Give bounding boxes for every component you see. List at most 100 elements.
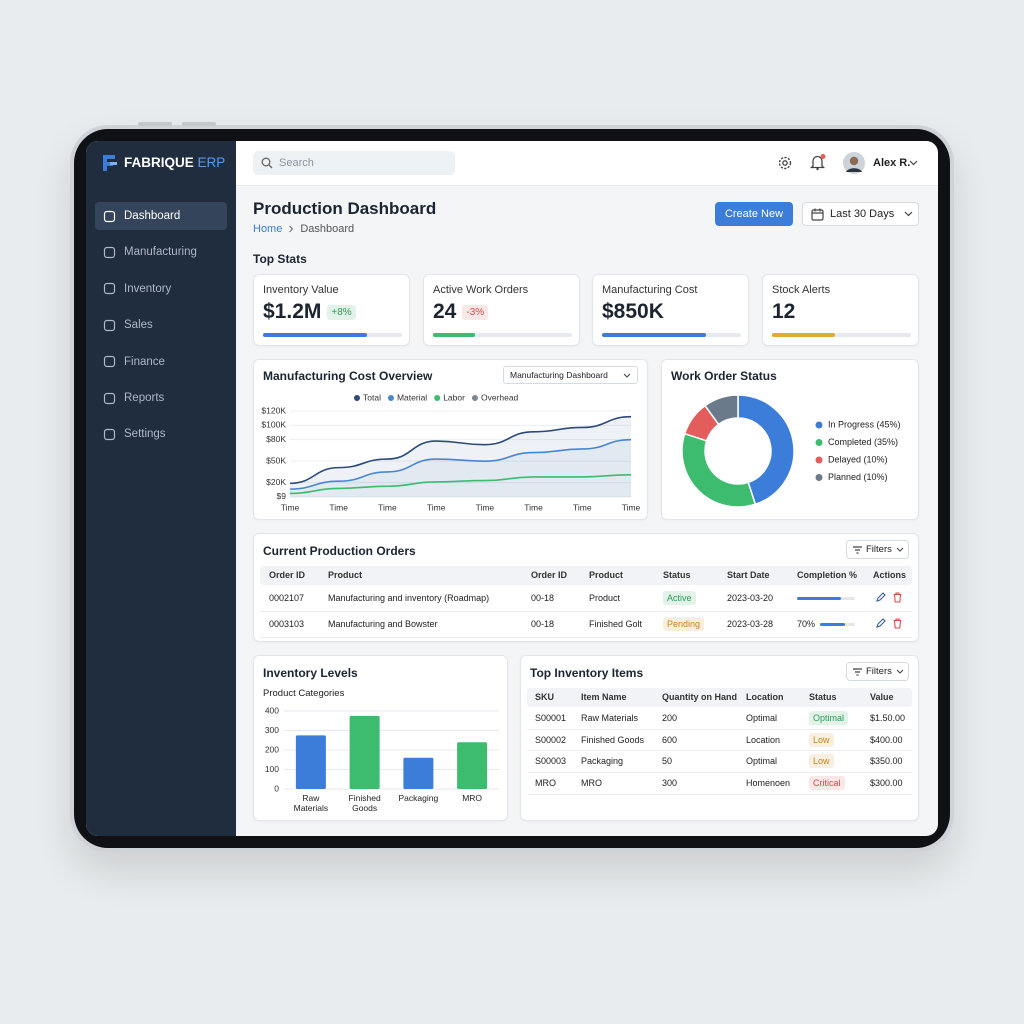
nav-item[interactable]: Settings: [95, 420, 227, 448]
legend-label: Delayed (10%): [828, 454, 888, 464]
legend-swatch: [815, 456, 823, 464]
status-badge: Critical: [809, 776, 845, 791]
chart-dropdown[interactable]: Manufacturing Dashboard: [503, 366, 638, 384]
nav-item[interactable]: Manufacturing: [95, 238, 227, 266]
nav-icon-shape: [103, 283, 116, 295]
search-icon: [261, 157, 273, 169]
brand-name: FABRIQUE: [124, 155, 194, 170]
device-button: [182, 122, 216, 126]
legend-label: Planned (10%): [828, 472, 888, 482]
nav-icon: [103, 210, 116, 222]
y-tick-label: $50K: [266, 455, 286, 465]
edit-action[interactable]: [875, 618, 886, 629]
table-cell: $400.00: [870, 734, 903, 745]
completion-label: 70%: [797, 619, 816, 629]
y-tick-label: $100K: [261, 420, 286, 430]
user-name[interactable]: Alex R.: [873, 157, 911, 169]
progress-fill: [433, 333, 475, 337]
chart-title: Inventory Levels: [263, 666, 358, 680]
nav-icon: [103, 246, 116, 258]
progress-fill: [263, 333, 368, 337]
nav-label: Inventory: [124, 282, 172, 295]
nav-icon: [103, 428, 116, 440]
nav-icon-shape: [103, 355, 116, 368]
nav-icon-shape: [103, 319, 116, 331]
row-divider: [527, 771, 912, 773]
bar: [295, 735, 326, 789]
legend-label: Material: [397, 392, 427, 402]
table-cell: $300.00: [870, 778, 903, 789]
column-header: Quantity on Hand: [662, 692, 737, 702]
date-range: Last 30 Days: [830, 208, 895, 220]
progress-track: [263, 333, 402, 337]
table-cell: 600: [662, 734, 678, 745]
inventory-items-panel: Top Inventory Items Filters SKU Item Name…: [520, 655, 919, 821]
stat-value: $850K: [602, 300, 664, 323]
y-tick-label: $9: [277, 491, 287, 501]
chart-title: Work Order Status: [671, 369, 777, 383]
brand: FABRIQUE ERP: [124, 155, 225, 170]
nav-item[interactable]: Reports: [95, 384, 227, 412]
nav-label: Finance: [124, 355, 165, 368]
column-header: Order ID: [531, 570, 568, 580]
legend-swatch: [815, 474, 823, 481]
chevron: [896, 669, 904, 674]
settings-icon[interactable]: [777, 155, 793, 171]
y-tick-label: 300: [265, 725, 279, 735]
table-cell: 50: [662, 756, 673, 767]
column-header: Start Date: [727, 570, 770, 580]
table-cell: S00003: [535, 756, 567, 767]
table-cell: 200: [662, 713, 678, 723]
nav-item[interactable]: Finance: [95, 348, 227, 376]
x-tick-label: Time: [427, 502, 446, 512]
table-cell: Finished Golt: [589, 619, 643, 629]
table-title: Current Production Orders: [263, 544, 416, 558]
progress-track: [772, 333, 911, 337]
breadcrumb: Home Dashboard: [253, 223, 354, 235]
line-chart-panel: Manufacturing Cost Overview Manufacturin…: [253, 359, 648, 520]
legend-swatch: [471, 395, 478, 401]
table-cell: MRO: [535, 778, 556, 789]
filter-button[interactable]: Filters: [846, 662, 909, 681]
column-header: Product: [328, 570, 363, 580]
status-badge: Active: [663, 591, 696, 605]
nav-icon: [103, 355, 116, 368]
nav-item[interactable]: Sales: [95, 311, 227, 339]
date-range-picker[interactable]: Last 30 Days: [802, 202, 919, 226]
stat-card: Inventory Value $1.2M +8%: [253, 274, 410, 346]
legend-label: Labor: [443, 392, 465, 402]
create-button[interactable]: Create New: [715, 202, 793, 226]
delete-action[interactable]: [892, 592, 903, 603]
dropdown-label: Manufacturing Dashboard: [510, 370, 608, 380]
table-cell: S00002: [535, 734, 567, 745]
legend-label: Total: [363, 392, 381, 402]
table-cell: Location: [746, 734, 781, 745]
x-tick-label: Time: [378, 502, 397, 512]
nav-item[interactable]: Dashboard: [95, 202, 227, 230]
filter-button[interactable]: Filters: [846, 540, 909, 559]
breadcrumb-link[interactable]: Home: [253, 223, 283, 235]
stat-card: Stock Alerts 12: [762, 274, 919, 346]
search-box[interactable]: Search: [253, 151, 455, 175]
row-divider: [527, 750, 912, 752]
progress-track: [797, 596, 855, 600]
delete-action[interactable]: [892, 618, 903, 629]
nav-item[interactable]: Inventory: [95, 275, 227, 303]
bar-chart: 0 100 200 300 400: [265, 705, 499, 793]
notification-icon[interactable]: [809, 153, 827, 171]
table-header-row: [527, 688, 912, 707]
donut-segment: [737, 394, 795, 506]
area: [290, 439, 631, 497]
table-header-row: [260, 566, 912, 585]
nav-label: Sales: [124, 319, 153, 332]
x-tick-label: Time: [622, 502, 641, 512]
stat-value-row: 12: [772, 300, 795, 324]
avatar[interactable]: [843, 152, 865, 174]
edit-action[interactable]: [875, 592, 886, 603]
nav-icon: [103, 319, 116, 331]
column-header: Item Name: [581, 692, 627, 702]
nav-icon: [103, 283, 116, 295]
status-badge: Optimal: [809, 711, 849, 725]
stat-value: $1.2M: [263, 300, 322, 323]
row-divider: [260, 637, 912, 638]
